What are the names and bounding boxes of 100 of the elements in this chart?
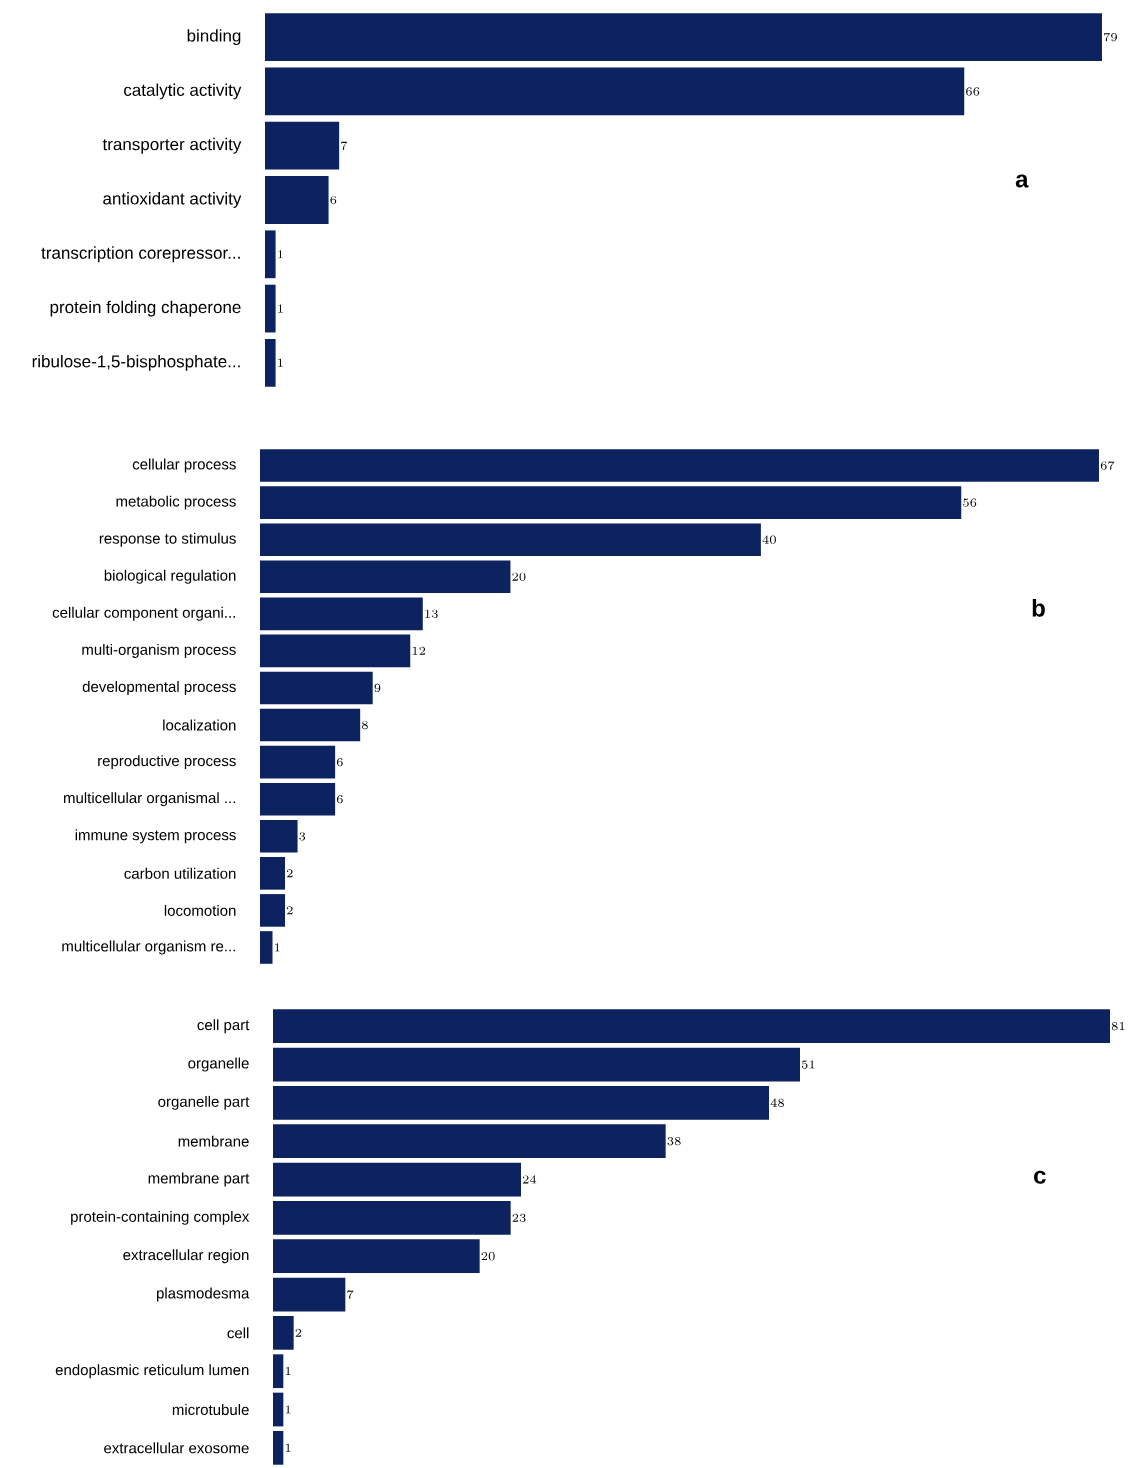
data-label: 1 [285,1405,291,1414]
y-tick-label: protein folding chaperone [50,300,241,317]
data-label: 6 [336,757,343,767]
bar [260,931,273,964]
y-tick-label: immune system process [75,829,236,844]
y-tick-label: catalytic activity [124,83,242,100]
data-label: 24 [522,1175,537,1184]
y-tick-label: metabolic process [116,495,236,510]
y-tick-label: organelle part [158,1095,250,1110]
y-tick-label: transcription corepressor... [41,246,240,263]
y-tick-label: response to stimulus [99,532,236,547]
y-tick-label: extracellular exosome [104,1442,249,1454]
y-tick-label: membrane part [148,1172,250,1187]
bar [272,1162,521,1197]
bar [260,894,286,927]
y-tick-label: locomotion [164,904,236,916]
data-label: 56 [963,498,977,507]
bar [272,1392,284,1427]
y-tick-label: cell part [197,1019,250,1034]
data-label: 51 [801,1060,815,1069]
data-label: 66 [966,87,980,96]
data-label: 1 [278,358,283,367]
annotation: c [1034,1170,1046,1184]
data-label: 48 [770,1098,784,1107]
data-label: 2 [295,1328,302,1337]
data-label: 67 [1100,461,1115,470]
bar [265,230,276,279]
data-label: 7 [347,1290,354,1299]
y-tick-label: protein-containing complex [71,1210,250,1225]
bar [260,597,423,631]
data-label: 9 [374,683,381,693]
bar [272,1085,769,1120]
y-tick-label: multicellular organismal ... [64,792,235,807]
bar [260,560,511,594]
bar [260,708,361,742]
bar [265,13,1102,62]
bar [260,634,411,668]
y-tick-label: multi-organism process [82,643,236,658]
annotation: b [1032,599,1045,617]
y-tick-label: antioxidant activity [103,192,242,208]
y-tick-label: ribulose-1,5-bisphosphate... [32,354,240,371]
bar [272,1315,294,1350]
y-tick-label: transporter activity [102,137,242,154]
data-label: 20 [512,572,526,581]
bar [260,449,1099,482]
bar [265,176,329,224]
y-tick-label: cellular process [132,458,236,473]
bar [272,1124,666,1159]
bar [272,1009,1110,1044]
data-label: 20 [481,1252,495,1261]
y-tick-label: extracellular region [123,1249,249,1264]
y-tick-label: cellular component organi... [52,606,235,621]
bar [272,1200,511,1235]
data-label: 1 [275,943,280,952]
y-tick-label: localization [163,719,236,731]
data-label: 6 [330,195,337,205]
bar [260,819,298,853]
data-label: 2 [286,906,293,915]
data-label: 7 [341,141,348,150]
y-tick-label: multicellular organism re... [62,940,235,955]
y-tick-label: reproductive process [98,755,236,770]
bar [265,284,276,333]
bar [272,1354,284,1389]
y-tick-label: endoplasmic reticulum lumen [55,1364,249,1379]
data-label: 3 [299,832,306,841]
bar [260,671,373,705]
data-label: 8 [362,720,368,730]
bar [272,1430,284,1465]
y-tick-label: plasmodesma [156,1287,250,1302]
bar [260,523,761,557]
data-label: 40 [762,535,776,544]
y-tick-label: membrane [178,1135,249,1147]
bar [260,857,286,890]
data-label: 23 [512,1213,526,1222]
bar [260,782,336,816]
data-label: 12 [412,646,426,655]
bar [272,1239,480,1274]
bar [272,1277,346,1312]
data-label: 38 [667,1137,681,1146]
bar [260,486,962,519]
bar [265,338,276,387]
data-label: 1 [278,250,283,259]
data-label: 6 [336,795,343,804]
y-tick-label: biological regulation [104,569,236,584]
data-label: 13 [425,609,438,618]
y-tick-label: binding [187,29,241,46]
y-tick-label: cell [227,1327,249,1339]
bar [265,121,340,170]
y-tick-label: organelle [188,1057,249,1072]
y-tick-label: developmental process [82,681,236,695]
bar [265,67,965,116]
data-label: 1 [285,1443,291,1452]
data-label: 2 [286,869,293,878]
data-label: 81 [1111,1022,1125,1031]
bar [260,745,336,779]
annotation: a [1015,174,1029,188]
data-label: 1 [285,1367,291,1376]
bar [272,1047,800,1082]
data-label: 1 [278,304,283,313]
y-tick-label: microtubule [172,1404,249,1416]
